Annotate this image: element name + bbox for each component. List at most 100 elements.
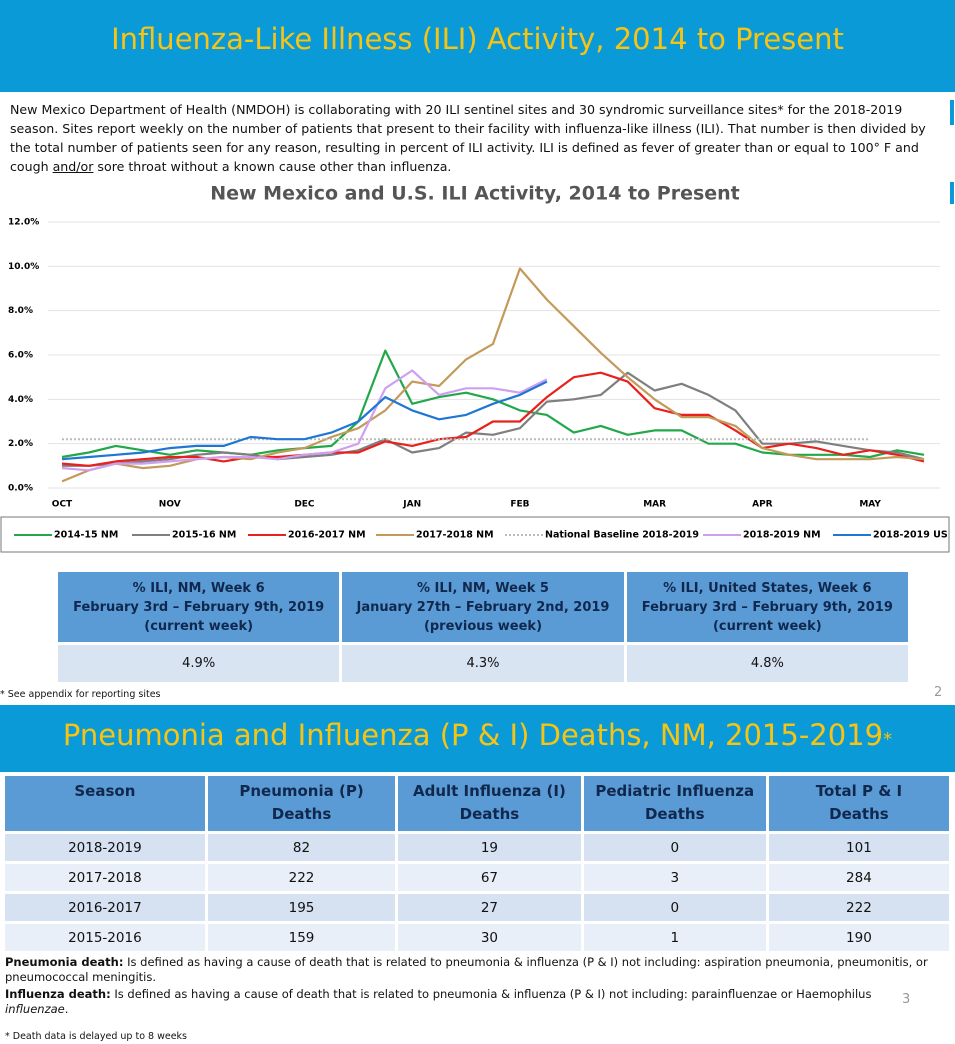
header-line: February 3rd – February 9th, 2019 bbox=[73, 599, 325, 615]
x-tick-label: DEC bbox=[294, 500, 315, 510]
value-cell: 4.9% bbox=[58, 645, 340, 682]
data-cell: 0 bbox=[583, 894, 766, 921]
data-cell: 30 bbox=[398, 924, 581, 951]
y-tick-label: 10.0% bbox=[8, 262, 39, 272]
data-cell: 0 bbox=[583, 834, 766, 861]
data-cell: 67 bbox=[398, 864, 581, 891]
x-tick-label: APR bbox=[752, 500, 773, 510]
banner: Influenza-Like Illness (ILI) Activity, 2… bbox=[0, 0, 955, 92]
legend-box bbox=[0, 516, 950, 553]
header-line: Pediatric Influenza bbox=[595, 782, 755, 800]
edge-mark bbox=[950, 182, 954, 204]
data-cell: 2015-2016 bbox=[5, 924, 205, 951]
data-row: 2016-2017 195 27 0 222 bbox=[5, 894, 949, 921]
legend-label: National Baseline 2018-2019 bbox=[545, 530, 699, 541]
series-line bbox=[62, 371, 925, 467]
note-label: Pneumonia death: bbox=[5, 955, 124, 969]
x-tick-label: MAY bbox=[859, 500, 881, 510]
data-cell: 3 bbox=[583, 864, 766, 891]
intro: New Mexico Department of Health (NMDOH) … bbox=[10, 100, 930, 176]
data-cell: 82 bbox=[207, 834, 396, 861]
section-title: Pneumonia and Influenza (P & I) Deaths, … bbox=[62, 718, 884, 752]
intro-text: sore throat without a known cause other … bbox=[93, 159, 452, 174]
header-line: Deaths bbox=[829, 805, 889, 823]
data-cell: 27 bbox=[398, 894, 581, 921]
series-line bbox=[61, 380, 548, 461]
y-tick-label: 4.0% bbox=[8, 395, 33, 405]
value-cell: 4.8% bbox=[626, 645, 908, 682]
x-tick-label: OCT bbox=[52, 500, 73, 510]
data-row: 2018-2019 82 19 0 101 bbox=[5, 834, 949, 861]
y-tick-label: 6.0% bbox=[8, 351, 33, 361]
data-cell: 2018-2019 bbox=[5, 834, 205, 861]
header-line: Pneumonia (P) bbox=[239, 782, 364, 800]
section-mark: * bbox=[883, 729, 893, 750]
series-line bbox=[61, 267, 925, 483]
data-cell: 1 bbox=[583, 924, 766, 951]
data-cell: 190 bbox=[768, 924, 949, 951]
header-cell: Adult Influenza (I) Deaths bbox=[398, 776, 581, 831]
page-number: 2 bbox=[934, 685, 943, 700]
data-cell: 2016-2017 bbox=[5, 894, 205, 921]
note-text: . bbox=[64, 1002, 69, 1016]
data-cell: 159 bbox=[207, 924, 396, 951]
header-line: % ILI, United States, Week 6 bbox=[663, 580, 872, 596]
legend-label: 2016-2017 NM bbox=[288, 530, 366, 541]
page-title: Influenza-Like Illness (ILI) Activity, 2… bbox=[111, 22, 844, 56]
series-line bbox=[61, 349, 925, 459]
x-tick-label: JAN bbox=[402, 500, 421, 510]
header-line: Total P & I bbox=[815, 782, 903, 800]
ili-table: % ILI, NM, Week 6 February 3rd – February… bbox=[55, 569, 911, 685]
header-line: Adult Influenza (I) bbox=[413, 782, 566, 800]
header-row: % ILI, NM, Week 6 February 3rd – February… bbox=[58, 572, 908, 642]
header-line: (current week) bbox=[712, 618, 822, 634]
edge-mark bbox=[950, 100, 954, 125]
footnote: * See appendix for reporting sites bbox=[0, 689, 161, 700]
data-cell: 222 bbox=[207, 864, 396, 891]
x-tick-label: MAR bbox=[643, 500, 666, 510]
header-line: January 27th – February 2nd, 2019 bbox=[356, 599, 610, 615]
header-line: Deaths bbox=[271, 805, 332, 823]
header-cell: % ILI, NM, Week 6 February 3rd – February… bbox=[58, 572, 340, 642]
legend-label: 2015-16 NM bbox=[172, 530, 236, 541]
note: Influenza death: Is defined as having a … bbox=[5, 987, 935, 1017]
header-line: February 3rd – February 9th, 2019 bbox=[641, 599, 893, 615]
header-cell: % ILI, United States, Week 6 February 3rd… bbox=[626, 572, 908, 642]
note: * Death data is delayed up to 8 weeks bbox=[5, 1031, 187, 1042]
note: Pneumonia death: Is defined as having a … bbox=[5, 955, 935, 985]
header-line: (current week) bbox=[144, 618, 254, 634]
y-tick-label: 2.0% bbox=[8, 439, 33, 449]
value-row: 4.9% 4.3% 4.8% bbox=[58, 645, 908, 682]
note-label: Influenza death: bbox=[5, 987, 111, 1001]
x-tick-label: FEB bbox=[510, 500, 529, 510]
x-tick-label: NOV bbox=[159, 500, 181, 510]
header-line: (previous week) bbox=[423, 618, 543, 634]
deaths-table: Season Pneumonia (P) Deaths Adult Influenza… bbox=[2, 773, 952, 954]
value-cell: 4.3% bbox=[342, 645, 624, 682]
legend-label: 2017-2018 NM bbox=[416, 530, 494, 541]
y-tick-label: 0.0% bbox=[8, 484, 33, 494]
header-cell: % ILI, NM, Week 5 January 27th – February… bbox=[342, 572, 624, 642]
data-row: 2017-2018 222 67 3 284 bbox=[5, 864, 949, 891]
data-cell: 19 bbox=[398, 834, 581, 861]
header-cell: Pediatric Influenza Deaths bbox=[583, 776, 766, 831]
chart-title: New Mexico and U.S. ILI Activity, 2014 t… bbox=[210, 183, 740, 205]
header-line: % ILI, NM, Week 6 bbox=[132, 580, 265, 596]
banner: Pneumonia and Influenza (P & I) Deaths, … bbox=[0, 705, 955, 772]
legend-label: 2018-2019 NM bbox=[743, 530, 821, 541]
header-row: Season Pneumonia (P) Deaths Adult Influenza… bbox=[5, 776, 949, 831]
legend-label: 2014-15 NM bbox=[54, 530, 118, 541]
series-line bbox=[61, 369, 548, 472]
note-italic: influenzae bbox=[5, 1002, 65, 1016]
intro-text: New Mexico Department of Health (NMDOH) … bbox=[10, 102, 926, 174]
note-text: Is defined as having a cause of death th… bbox=[5, 955, 928, 984]
header-line: Season bbox=[74, 782, 136, 800]
data-cell: 284 bbox=[768, 864, 949, 891]
legend-label: 2018-2019 US bbox=[873, 530, 948, 541]
data-row: 2015-2016 159 30 1 190 bbox=[5, 924, 949, 951]
header-cell: Season bbox=[5, 776, 205, 831]
header-cell: Total P & I Deaths bbox=[768, 776, 949, 831]
page-number: 3 bbox=[902, 992, 911, 1007]
y-tick-label: 8.0% bbox=[8, 306, 33, 316]
data-cell: 101 bbox=[768, 834, 949, 861]
